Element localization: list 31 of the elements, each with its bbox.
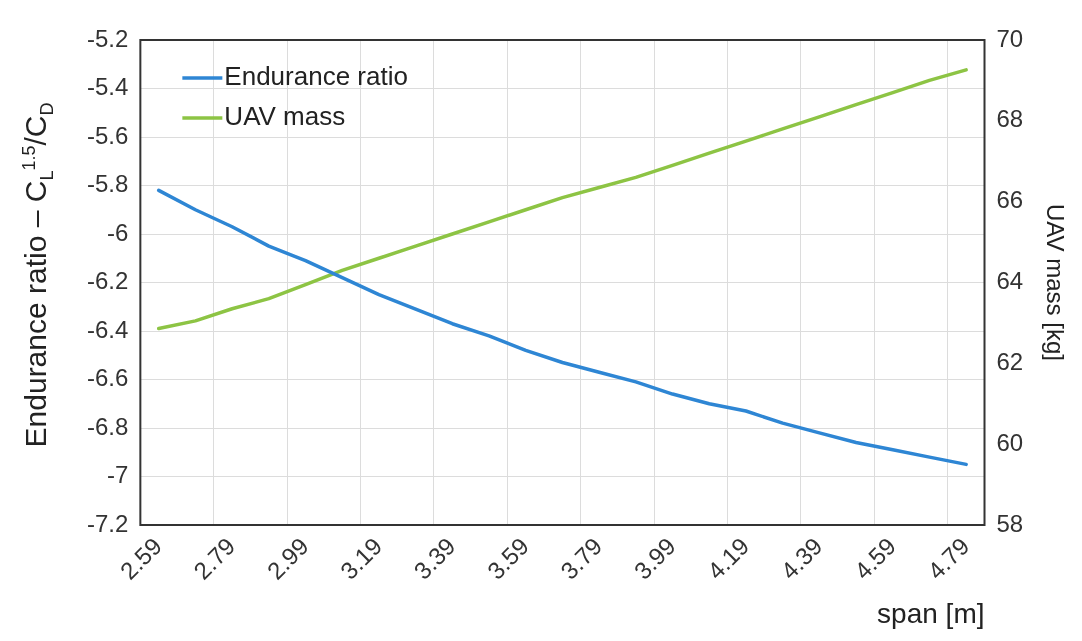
y-tick-label: -7.2 — [87, 509, 129, 537]
x-tick-label: 3.19 — [335, 532, 388, 585]
y-tick-label: -6 — [107, 218, 129, 246]
legend-label: UAV mass — [224, 101, 346, 132]
x-tick-label: 4.39 — [775, 532, 828, 585]
y-tick-label: -7 — [107, 461, 129, 489]
y2-tick-label: 66 — [996, 186, 1024, 214]
y2-tick-label: 62 — [996, 347, 1024, 375]
y2-tick-label: 68 — [996, 105, 1024, 133]
y-tick-label: -6.8 — [87, 412, 129, 440]
x-tick-label: 3.99 — [628, 532, 681, 585]
x-tick-label: 3.39 — [408, 532, 461, 585]
x-axis-title: span [m] — [877, 597, 985, 629]
y2-axis-title: UAV mass [kg] — [1041, 204, 1069, 361]
y2-tick-label: 60 — [996, 428, 1024, 456]
x-tick-label: 4.59 — [848, 532, 901, 585]
y-tick-label: -5.4 — [87, 73, 129, 101]
x-tick-label: 3.79 — [555, 532, 608, 585]
y2-tick-label: 64 — [996, 267, 1024, 295]
y2-tick-label: 70 — [996, 24, 1024, 52]
x-tick-label: 3.59 — [481, 532, 534, 585]
y-tick-label: -6.2 — [87, 267, 129, 295]
y-tick-label: -6.6 — [87, 364, 129, 392]
y-tick-label: -5.8 — [87, 170, 129, 198]
y-tick-label: -5.6 — [87, 121, 129, 149]
x-tick-label: 4.19 — [702, 532, 755, 585]
x-tick-label: 4.79 — [922, 532, 975, 585]
legend-label: Endurance ratio — [224, 61, 408, 92]
y-tick-label: -5.2 — [87, 24, 129, 52]
y2-tick-label: 58 — [996, 509, 1024, 537]
y-tick-label: -6.4 — [87, 315, 129, 343]
